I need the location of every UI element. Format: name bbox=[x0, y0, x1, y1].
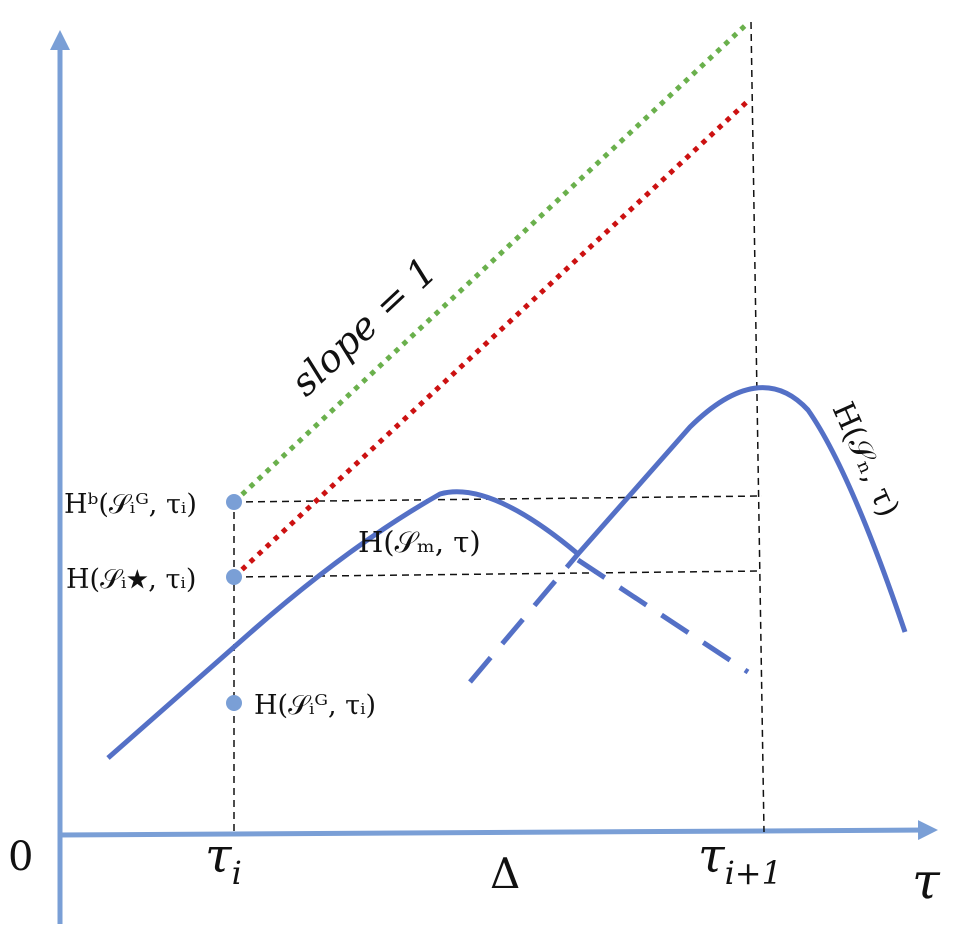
origin-label: 0 bbox=[8, 834, 33, 880]
tau-i1-base: τ bbox=[698, 828, 726, 884]
point-hb bbox=[226, 494, 242, 510]
guide-tau-i1-vertical bbox=[750, 21, 765, 833]
x-axis bbox=[57, 820, 938, 841]
tau-i-sub: i bbox=[232, 854, 242, 892]
curve-m-label: H(𝒮ₘ, τ) bbox=[358, 525, 481, 559]
hb-label: Hᵇ(𝒮ᵢᴳ, τᵢ) bbox=[64, 489, 197, 520]
hg-label: H(𝒮ᵢᴳ, τᵢ) bbox=[254, 690, 376, 721]
guide-hstar-horizontal bbox=[233, 570, 763, 578]
tau-i-base: τ bbox=[205, 828, 233, 884]
hstar-label: H(𝒮ᵢ★, τᵢ) bbox=[66, 564, 196, 595]
dashed-extension-down bbox=[576, 557, 750, 675]
green-dotted-line bbox=[232, 20, 751, 504]
tau-axis-label: τ bbox=[912, 852, 941, 910]
point-hg bbox=[226, 695, 242, 711]
dashed-extension-up bbox=[468, 552, 580, 684]
tau-i1-label: τi+1 bbox=[698, 828, 782, 892]
tau-i-label: τi bbox=[205, 828, 242, 892]
tau-i1-sub: i+1 bbox=[725, 854, 782, 892]
red-dotted-line bbox=[232, 98, 751, 579]
point-hstar bbox=[226, 569, 242, 585]
delta-label: Δ bbox=[490, 849, 520, 898]
